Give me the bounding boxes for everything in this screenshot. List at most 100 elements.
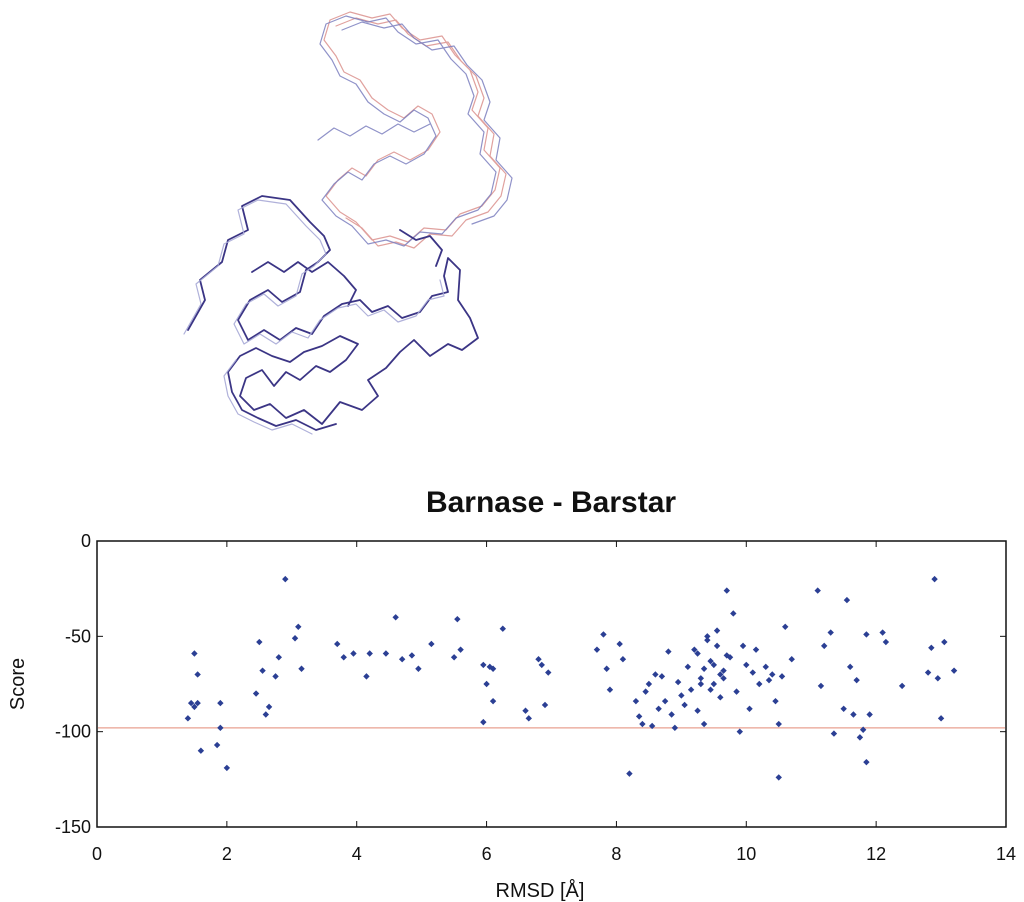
scatter-point — [616, 640, 623, 648]
scatter-point — [778, 673, 786, 680]
scatter-point — [262, 711, 270, 718]
scatter-point — [850, 711, 857, 718]
protein-structure-illustration — [183, 11, 513, 435]
scatter-point — [843, 596, 851, 604]
scatter-point — [217, 724, 224, 732]
scatter-point — [606, 686, 614, 693]
scatter-point — [541, 701, 549, 709]
scatter-point — [756, 680, 763, 688]
scatter-point — [681, 701, 688, 709]
scatter-point — [483, 680, 490, 688]
scatter-point — [415, 665, 422, 672]
scatter-point — [639, 720, 646, 728]
scatter-point — [707, 657, 714, 665]
scatter-point — [730, 610, 737, 617]
scatter-point — [457, 646, 464, 653]
scatter-point — [684, 663, 692, 671]
scatter-point — [642, 688, 649, 695]
scatter-point — [538, 661, 545, 669]
scatter-point — [499, 625, 507, 632]
scatter-point — [937, 715, 945, 722]
y-axis: 0 -50 -100 -150 — [55, 531, 1006, 837]
scatter-point — [840, 705, 847, 712]
y-tick-label: -150 — [55, 817, 91, 837]
x-tick-label: 0 — [92, 844, 102, 864]
scatter-point — [626, 770, 633, 777]
scatter-point — [856, 734, 864, 741]
plot-frame — [96, 540, 1007, 828]
scatter-point — [697, 675, 705, 682]
scatter-point — [632, 697, 640, 705]
scatter-point — [697, 680, 705, 688]
scatter-point — [710, 680, 718, 688]
scatter-point — [941, 638, 948, 646]
y-tick-label: -100 — [55, 722, 91, 742]
x-tick-label: 2 — [222, 844, 232, 864]
scatter-point — [593, 646, 601, 653]
scatter-point — [603, 665, 610, 672]
scatter-point — [928, 644, 935, 651]
scatter-point — [668, 711, 675, 718]
scatter-point — [340, 654, 347, 661]
scatter-point — [480, 718, 487, 726]
y-tick-label: 0 — [81, 531, 91, 551]
scatter-point — [752, 646, 760, 653]
scatter-point — [489, 697, 497, 705]
scatter-point — [700, 720, 708, 728]
scatter-point — [658, 673, 666, 680]
scatter-point — [924, 669, 932, 676]
scatter-point — [863, 758, 870, 766]
barstar-chain-blue — [317, 15, 513, 247]
scatter-point — [713, 642, 721, 650]
scatter-point — [710, 661, 718, 669]
scatter-point — [522, 707, 529, 714]
scatter-point — [931, 575, 938, 583]
scatter-point — [392, 614, 399, 621]
scatter-point — [291, 635, 299, 642]
y-axis-label: Score — [7, 658, 29, 710]
scatter-point — [678, 692, 685, 699]
scatter-point — [665, 648, 672, 655]
scatter-point — [213, 741, 221, 749]
scatter-point — [762, 663, 769, 671]
x-axis: 0 2 4 6 8 10 12 14 — [92, 541, 1016, 864]
scatter-point — [746, 705, 753, 712]
scatter-point — [691, 646, 698, 653]
scatter-point — [772, 697, 779, 705]
scatter-point — [454, 615, 461, 623]
scatter-point — [782, 623, 789, 630]
scatter-point — [535, 656, 542, 663]
barnase-chain-light — [183, 199, 445, 435]
scatter-point — [863, 631, 870, 638]
scatter-point — [694, 707, 701, 714]
data-points — [184, 575, 958, 781]
x-tick-label: 14 — [996, 844, 1016, 864]
scatter-point — [749, 669, 756, 676]
scatter-point — [655, 705, 662, 712]
scatter-point — [846, 663, 854, 671]
scatter-point — [363, 673, 370, 680]
scatter-point — [739, 642, 747, 650]
scatter-point — [704, 633, 711, 640]
barnase-chain-dark — [187, 195, 479, 431]
x-tick-label: 10 — [736, 844, 756, 864]
plot-area: 0 2 4 6 8 10 12 14 0 -50 -100 -150 — [55, 531, 1016, 864]
scatter-point — [334, 640, 341, 648]
x-axis-label: RMSD [Å] — [496, 879, 585, 902]
scatter-point — [217, 699, 224, 707]
scatter-point — [671, 724, 679, 732]
scatter-point — [765, 676, 773, 684]
scatter-point — [619, 656, 627, 663]
scatter-point — [187, 699, 195, 707]
scatter-point — [525, 715, 532, 722]
scatter-point — [853, 676, 860, 684]
scatter-point — [717, 694, 724, 701]
scatter-point — [733, 688, 740, 695]
scatter-point — [350, 650, 357, 657]
scatter-point — [398, 656, 406, 663]
scatter-point — [648, 722, 656, 730]
scatter-point — [197, 747, 205, 754]
scatter-point — [191, 703, 198, 711]
scatter-point — [866, 711, 873, 718]
